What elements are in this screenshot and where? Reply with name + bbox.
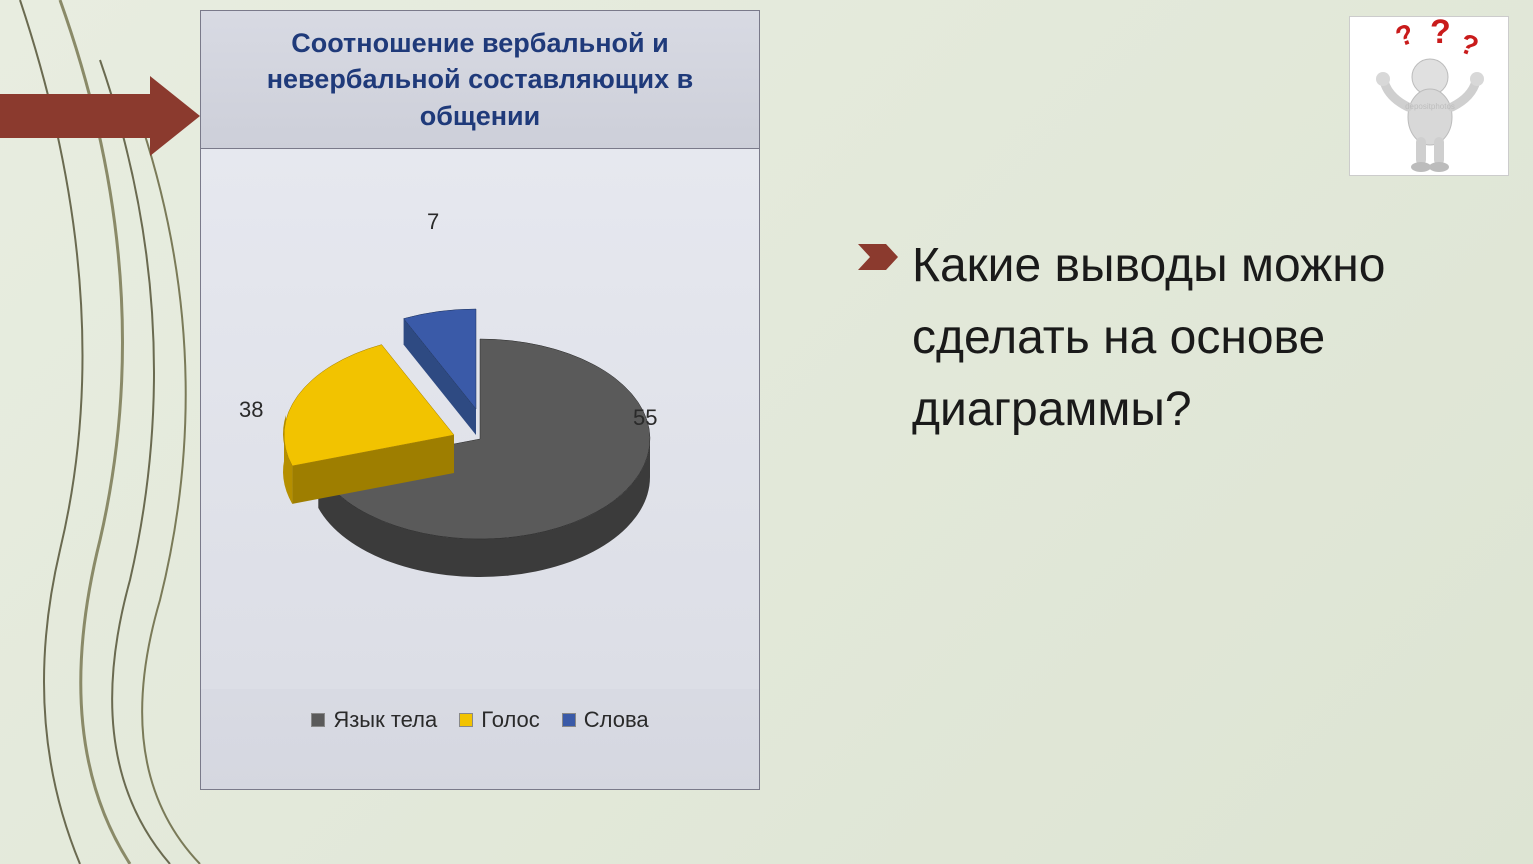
thinker-figure: ? ? ? depositphotos bbox=[1349, 16, 1509, 176]
legend-marker-icon bbox=[311, 713, 325, 727]
slice-label-0: 55 bbox=[633, 405, 657, 431]
legend-label: Голос bbox=[481, 707, 540, 733]
legend-item-1: Голос bbox=[459, 707, 540, 733]
slice-label-1: 38 bbox=[239, 397, 263, 423]
chart-panel: Соотношение вербальной и невербальной со… bbox=[200, 10, 760, 790]
legend-label: Слова bbox=[584, 707, 649, 733]
svg-text:?: ? bbox=[1456, 28, 1483, 63]
chart-body: 7 38 55 bbox=[201, 149, 759, 689]
svg-text:?: ? bbox=[1391, 18, 1418, 53]
legend-label: Язык тела bbox=[333, 707, 437, 733]
chart-title: Соотношение вербальной и невербальной со… bbox=[201, 11, 759, 149]
chart-legend: Язык тела Голос Слова bbox=[201, 689, 759, 751]
svg-text:depositphotos: depositphotos bbox=[1405, 102, 1455, 111]
legend-marker-icon bbox=[459, 713, 473, 727]
legend-item-2: Слова bbox=[562, 707, 649, 733]
legend-item-0: Язык тела bbox=[311, 707, 437, 733]
question-block: Какие выводы можно сделать на основе диа… bbox=[860, 230, 1420, 446]
bullet-arrow-icon bbox=[856, 240, 900, 274]
legend-marker-icon bbox=[562, 713, 576, 727]
question-text: Какие выводы можно сделать на основе диа… bbox=[860, 230, 1420, 446]
accent-arrow-icon bbox=[0, 76, 200, 156]
slice-label-2: 7 bbox=[427, 209, 439, 235]
svg-text:?: ? bbox=[1430, 17, 1451, 51]
thinker-icon: ? ? ? depositphotos bbox=[1350, 17, 1510, 177]
